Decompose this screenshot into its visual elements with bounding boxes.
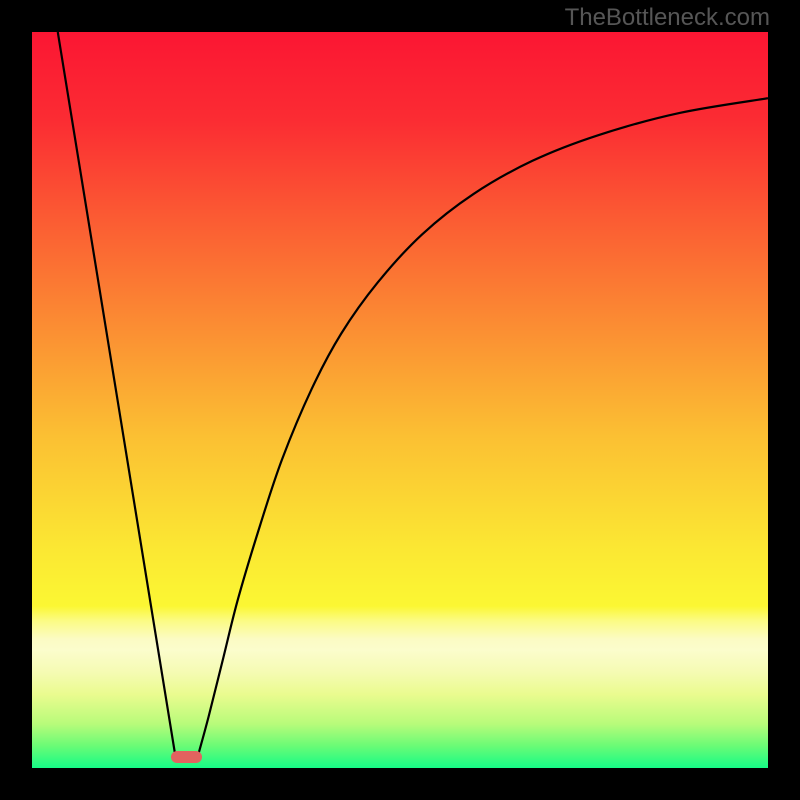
minimum-marker [171, 751, 202, 763]
gradient-background [32, 32, 768, 768]
plot-area [32, 32, 768, 768]
attribution-text: TheBottleneck.com [565, 4, 770, 32]
chart-container: TheBottleneck.com [0, 0, 800, 800]
